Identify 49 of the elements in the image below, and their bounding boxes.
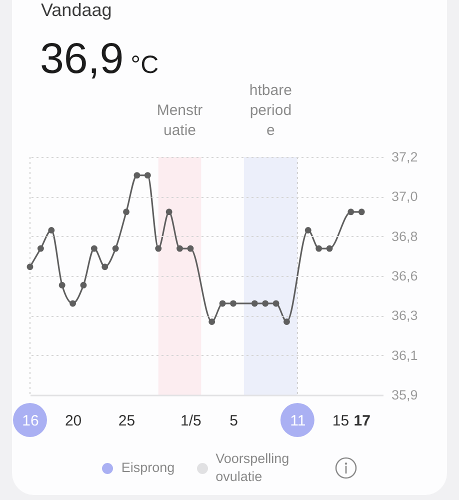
y-tick-label: 36,3: [392, 308, 418, 324]
point: [348, 208, 354, 216]
x-tick-label: 25: [118, 412, 136, 430]
point: [316, 245, 322, 252]
point: [58, 282, 66, 288]
y-tick-label: 37,0: [392, 189, 418, 204]
point: [123, 208, 130, 216]
chart-title: Vandaag: [41, 0, 112, 22]
point: [90, 245, 98, 252]
x-tick-label: 20: [64, 412, 82, 430]
y-tick-label: 36,8: [392, 228, 418, 244]
point: [112, 245, 119, 252]
y-tick-label: 36,6: [392, 268, 418, 284]
x-tick-label: 5: [230, 412, 238, 430]
chart-subtitle: 36,9 °C: [40, 35, 159, 83]
point: [283, 318, 290, 326]
x-tick-label: 17: [354, 412, 370, 430]
point: [102, 264, 108, 270]
legend-label: Eisprong: [121, 459, 175, 477]
x-tick-label: 16: [22, 412, 39, 430]
point: [262, 300, 269, 307]
point: [358, 208, 365, 216]
point: [208, 318, 216, 326]
band-label: Menstruatie: [156, 102, 203, 139]
legend-label: Voorspelling ovulatie: [216, 450, 290, 486]
point: [219, 300, 226, 307]
point: [144, 172, 151, 179]
point: [326, 245, 333, 252]
point: [304, 226, 312, 234]
y-tick-label: 36,1: [392, 348, 418, 363]
point: [37, 245, 44, 252]
band-label: htbare periode: [249, 82, 292, 139]
x-tick-label: 11: [290, 412, 306, 430]
point: [70, 300, 76, 307]
point: [251, 300, 258, 307]
x-tick-label: 15: [332, 412, 350, 430]
point: [166, 208, 172, 216]
point: [48, 226, 55, 234]
y-tick-label: 35,9: [392, 388, 418, 402]
point: [155, 245, 162, 252]
x-tick-label: 1/5: [180, 412, 202, 430]
point: [272, 300, 280, 307]
point: [176, 245, 183, 252]
point: [230, 300, 236, 307]
point: [187, 245, 194, 252]
point: [80, 282, 87, 288]
y-tick-label: 37,2: [392, 150, 418, 164]
point: [26, 264, 34, 270]
point: [134, 172, 140, 179]
